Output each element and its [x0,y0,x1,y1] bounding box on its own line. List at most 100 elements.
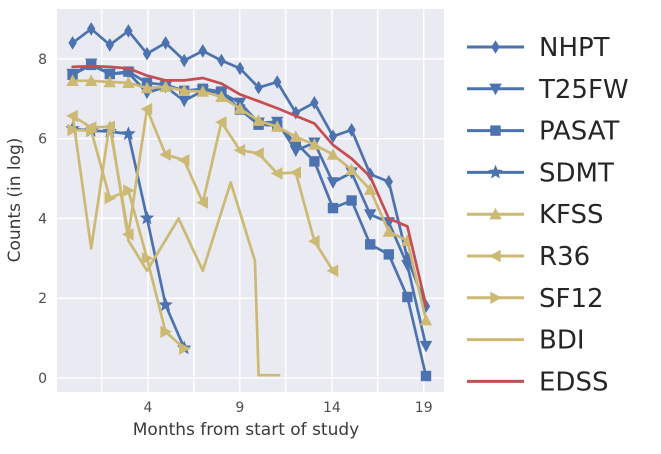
star-marker [158,297,173,312]
triangle-right-marker [86,124,98,137]
square-marker [420,370,432,382]
triangle-right-marker [123,184,135,197]
triangle-left-marker [233,144,246,157]
y-axis-ticks: 0 2 4 6 8 [38,52,47,387]
legend-entry-kfss: KFSS [467,200,604,230]
gridlines [57,9,444,392]
triangle-up-marker [308,138,321,150]
thin-diamond-marker [310,96,319,110]
series-edss [71,64,428,307]
series-line-nhpt [71,27,428,308]
legend-label: SF12 [539,284,604,314]
triangle-up-marker [103,75,116,88]
triangle-right-marker [104,191,117,205]
legend-triangle-down-marker [489,83,502,96]
legend-entry-pasat: PASAT [467,117,620,147]
legend-label: T25FW [538,75,629,105]
triangle-up-marker [252,114,265,126]
series-kfss [66,74,433,326]
thin-diamond-marker [347,123,356,137]
triangle-up-marker [364,183,377,195]
triangle-left-marker [252,147,264,160]
thin-diamond-marker [87,22,96,36]
triangle-right-marker [67,123,79,137]
series-line-edss [71,64,428,307]
triangle-up-marker [326,148,340,160]
triangle-left-marker [270,167,283,180]
legend-label: R36 [539,242,590,272]
thin-diamond-marker [291,105,300,120]
legend-entry-t25fw: T25FW [467,75,629,105]
triangle-down-marker [326,177,340,189]
y-tick-label: 0 [38,371,47,387]
triangle-down-marker [401,259,414,272]
triangle-up-marker [178,84,191,97]
triangle-left-marker [326,264,339,277]
triangle-down-marker [289,145,302,157]
legend-label: KFSS [539,200,604,230]
square-marker [402,291,413,303]
x-axis-ticks: 4 9 14 19 [143,400,432,416]
legend-star-marker [488,164,503,179]
legend-label: SDMT [539,158,614,188]
square-marker [365,239,376,250]
triangle-down-marker [419,340,433,353]
x-tick-label: 4 [143,400,152,416]
legend-entry-r36: R36 [467,242,590,272]
legend-square-marker [490,125,501,136]
y-axis-label: Counts (in log) [5,138,25,263]
triangle-up-marker [419,313,433,326]
triangle-left-marker [196,196,208,209]
series-bdi [71,113,281,377]
x-tick-label: 9 [235,400,244,416]
legend-entry-bdi: BDI [467,326,585,356]
triangle-left-marker [159,148,171,161]
legend-thin-diamond-marker [491,40,500,54]
legend-triangle-up-marker [489,207,502,220]
y-tick-label: 8 [38,52,47,68]
series-sf12 [67,123,191,355]
triangle-up-marker [196,85,209,97]
thin-diamond-marker [180,53,189,68]
legend-label: EDSS [539,367,608,397]
triangle-down-marker [178,95,191,108]
legend-label: PASAT [539,117,620,147]
legend-label: BDI [539,326,585,356]
thin-diamond-marker [273,75,282,89]
x-tick-label: 19 [415,400,433,416]
legend-entry-nhpt: NHPT [467,33,610,63]
legend-triangle-right-marker [490,291,502,304]
legend: NHPT T25FW PASAT SDMT KFSS R36 SF12 BDI EDSS [467,33,629,397]
x-tick-label: 14 [323,400,341,416]
triangle-left-marker [215,116,227,129]
legend-entry-sf12: SF12 [467,284,604,314]
y-tick-label: 6 [38,132,47,148]
square-marker [383,249,394,260]
legend-entry-sdmt: SDMT [467,158,614,188]
legend-entry-edss: EDSS [467,367,608,397]
star-marker [121,126,136,141]
square-marker [104,68,115,80]
triangle-left-marker [177,154,190,167]
triangle-up-marker [233,102,247,114]
y-tick-label: 2 [38,291,47,307]
triangle-left-marker [308,235,320,248]
triangle-left-marker [140,102,153,116]
legend-triangle-left-marker [489,249,501,263]
triangle-up-marker [85,74,98,87]
square-marker [327,202,339,214]
triangle-up-marker [122,76,135,89]
triangle-left-marker [289,166,301,179]
triangle-up-marker [271,120,284,132]
series-line-bdi [71,113,281,377]
thin-diamond-marker [68,36,77,50]
triangle-up-marker [140,81,154,94]
y-tick-label: 4 [38,212,47,228]
x-axis-label: Months from start of study [133,420,359,440]
thin-diamond-marker [366,167,375,181]
thin-diamond-marker [198,44,207,58]
triangle-right-marker [179,342,191,355]
legend-label: NHPT [539,33,610,63]
triangle-down-marker [364,209,377,221]
